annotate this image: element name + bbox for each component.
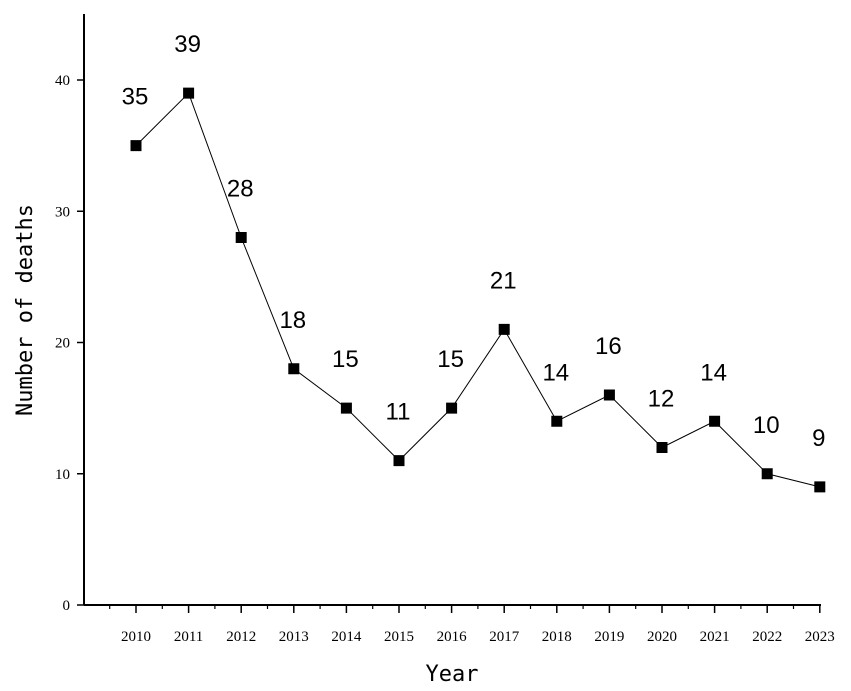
data-label: 14 [542,359,569,386]
x-tick-label: 2022 [752,629,782,645]
x-tick-label: 2023 [805,629,835,645]
data-label: 10 [753,412,780,439]
x-tick-label: 2012 [226,629,256,645]
data-label: 15 [332,346,359,373]
data-point-marker [498,323,510,335]
y-tick-label: 20 [55,336,70,352]
data-labels: 35 39 28 18 15 11 15 21 14 16 12 14 10 9 [122,31,826,452]
data-point-marker [603,389,615,401]
data-point-marker [761,468,773,480]
y-axis-ticks: 0 10 20 30 40 [55,73,84,614]
x-axis-ticks: 2010 2011 2012 2013 2014 2015 2016 2017 2018 2019… [109,605,835,645]
x-tick-label: 2013 [279,629,309,645]
y-tick-label: 30 [55,204,70,220]
x-tick-label: 2021 [700,629,730,645]
x-tick-label: 2010 [121,629,151,645]
y-tick-label: 10 [55,467,70,483]
y-tick-label: 40 [55,73,70,89]
series-line [135,92,820,488]
y-tick-label: 0 [63,598,71,614]
data-label: 21 [490,267,517,294]
x-tick-label: 2014 [331,629,362,645]
data-point-marker [340,402,352,414]
y-axis-title: Number of deaths [13,204,38,416]
data-label: 11 [386,399,411,426]
data-label: 39 [174,31,201,58]
data-point-marker [551,415,563,427]
data-point-marker [183,87,195,99]
data-point-marker [393,455,405,467]
x-tick-label: 2017 [489,629,520,645]
data-point-marker [656,442,668,453]
x-tick-label: 2016 [437,629,468,645]
data-markers [130,87,826,493]
x-tick-label: 2018 [542,629,572,645]
data-point-marker [709,415,721,427]
x-tick-label: 2019 [594,629,624,645]
data-point-marker [288,363,300,375]
data-label: 12 [648,386,675,413]
x-tick-label: 2020 [647,629,677,645]
data-point-marker [814,481,826,493]
x-axis-title: Year [426,662,479,687]
data-label: 35 [122,84,149,111]
data-label: 18 [279,307,306,334]
x-axis: 2010 2011 2012 2013 2014 2015 2016 2017 2018 2019… [84,604,835,645]
x-tick-label: 2011 [174,629,203,645]
x-tick-label: 2015 [384,629,414,645]
data-label: 28 [227,176,254,203]
data-point-marker [235,232,247,243]
data-label: 9 [812,425,825,452]
y-axis: 0 10 20 30 40 [55,14,85,614]
data-label: 16 [595,333,622,360]
data-point-marker [446,402,458,414]
data-label: 14 [700,359,727,386]
data-point-marker [130,140,142,152]
data-label: 15 [437,346,464,373]
